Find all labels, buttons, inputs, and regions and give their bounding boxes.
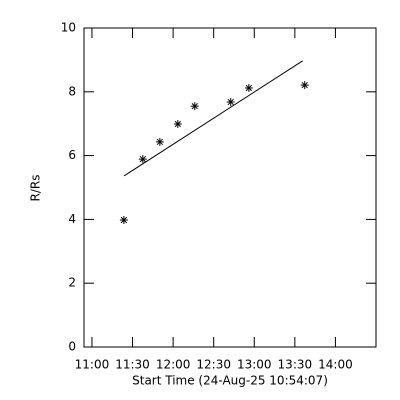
fit-line xyxy=(123,60,303,177)
y-tick-label: 8 xyxy=(68,84,76,98)
y-axis-label: R/Rs xyxy=(29,175,43,202)
data-point xyxy=(244,83,253,92)
plot-frame xyxy=(83,27,377,348)
x-tick-label: 11:00 xyxy=(75,358,110,372)
y-tick-label: 4 xyxy=(68,212,76,226)
data-point xyxy=(226,98,235,107)
y-tick-label: 6 xyxy=(68,148,76,162)
data-point xyxy=(119,216,128,225)
x-tick-label: 12:00 xyxy=(156,358,191,372)
y-tick-label: 2 xyxy=(68,276,76,290)
marker-stroke xyxy=(227,98,234,106)
y-tick-label: 0 xyxy=(68,340,76,354)
data-point xyxy=(138,155,147,164)
marker-stroke xyxy=(245,84,253,92)
y-tick-label: 10 xyxy=(61,21,76,35)
marker-stroke xyxy=(301,81,308,89)
x-tick-label: 13:00 xyxy=(237,358,272,372)
marker-stroke xyxy=(139,155,146,163)
data-point xyxy=(300,81,309,90)
x-tick-label: 14:00 xyxy=(318,358,353,372)
marker-stroke xyxy=(191,103,198,110)
x-tick-label: 13:30 xyxy=(278,358,313,372)
x-axis-label: Start Time (24-Aug-25 10:54:07) xyxy=(132,374,328,388)
data-point xyxy=(155,137,164,146)
x-tick-label: 11:30 xyxy=(115,358,150,372)
marker-stroke xyxy=(120,216,128,224)
data-point xyxy=(190,102,199,111)
marker-stroke xyxy=(156,138,164,146)
data-point xyxy=(173,120,182,129)
x-tick-label: 12:30 xyxy=(196,358,231,372)
marker-stroke xyxy=(174,120,181,128)
